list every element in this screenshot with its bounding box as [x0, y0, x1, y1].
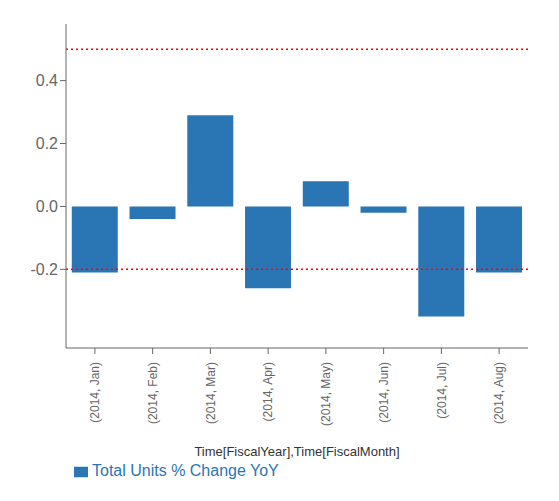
- svg-text:0.0: 0.0: [36, 198, 58, 215]
- svg-text:0.4: 0.4: [36, 72, 58, 89]
- svg-text:Time[FiscalYear],Time[FiscalMo: Time[FiscalYear],Time[FiscalMonth]: [194, 444, 399, 459]
- svg-text:(2014, Jan): (2014, Jan): [88, 362, 102, 423]
- svg-text:(2014, May): (2014, May): [319, 362, 333, 426]
- svg-text:(2014, Feb): (2014, Feb): [146, 362, 160, 424]
- html-text:Total Units % Change YoY: Total Units % Change YoY: [92, 462, 279, 479]
- svg-text:(2014, Mar): (2014, Mar): [204, 362, 218, 424]
- svg-text:(2014, Jun): (2014, Jun): [377, 362, 391, 423]
- svg-text:(2014, Jul): (2014, Jul): [435, 362, 449, 419]
- svg-text:0.2: 0.2: [36, 135, 58, 152]
- svg-text:-0.2: -0.2: [30, 261, 58, 278]
- svg-text:(2014, Aug): (2014, Aug): [492, 362, 506, 424]
- svg-text:(2014, Apr): (2014, Apr): [261, 362, 275, 421]
